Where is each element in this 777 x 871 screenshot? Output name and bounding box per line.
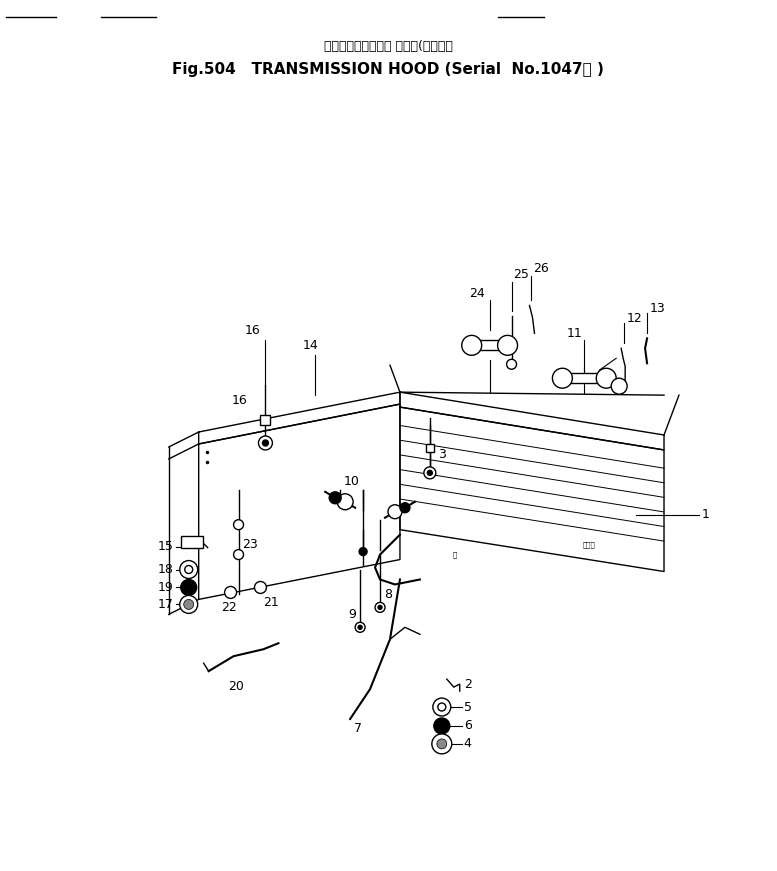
Text: Fig.504   TRANSMISSION HOOD (Serial  No.1047～ ): Fig.504 TRANSMISSION HOOD (Serial No.104…: [172, 62, 604, 77]
Circle shape: [433, 698, 451, 716]
Circle shape: [329, 492, 341, 503]
Text: コマツ: コマツ: [583, 541, 596, 548]
Circle shape: [179, 561, 197, 578]
Circle shape: [263, 440, 268, 446]
Circle shape: [355, 623, 365, 632]
Text: 16: 16: [245, 324, 260, 337]
Text: 17: 17: [158, 598, 174, 611]
Bar: [181, 536, 203, 548]
Circle shape: [259, 436, 273, 450]
Circle shape: [424, 467, 436, 479]
Circle shape: [234, 550, 243, 559]
Text: 26: 26: [534, 262, 549, 275]
Bar: [563, 373, 606, 383]
Text: 18: 18: [158, 563, 174, 576]
Text: トランスミッション フード(適用号機: トランスミッション フード(適用号機: [323, 40, 452, 53]
Text: 11: 11: [566, 327, 582, 340]
Circle shape: [185, 565, 193, 573]
Text: 25: 25: [514, 268, 529, 281]
Bar: [426, 444, 434, 452]
Circle shape: [225, 586, 236, 598]
Circle shape: [432, 734, 451, 754]
Text: 15: 15: [158, 540, 174, 553]
Text: 1: 1: [702, 508, 709, 521]
Text: 9: 9: [348, 608, 356, 621]
Text: 2: 2: [464, 678, 472, 691]
Circle shape: [497, 335, 517, 355]
Circle shape: [234, 520, 243, 530]
Text: 8: 8: [384, 588, 392, 601]
Circle shape: [427, 470, 432, 476]
Circle shape: [388, 505, 402, 519]
Circle shape: [378, 605, 382, 610]
Text: 13: 13: [650, 302, 666, 315]
Circle shape: [359, 548, 367, 556]
Circle shape: [437, 739, 447, 749]
Bar: [472, 341, 507, 350]
Text: 7: 7: [354, 722, 362, 735]
Circle shape: [179, 596, 197, 613]
Text: 14: 14: [302, 339, 318, 352]
Text: 3: 3: [437, 449, 446, 462]
Text: 5: 5: [464, 700, 472, 713]
Text: 22: 22: [221, 601, 236, 614]
Text: 19: 19: [158, 581, 174, 594]
Circle shape: [437, 703, 446, 711]
Circle shape: [181, 579, 197, 596]
Text: 23: 23: [242, 538, 258, 551]
Text: 4: 4: [464, 738, 472, 751]
Text: 6: 6: [464, 719, 472, 733]
Circle shape: [400, 503, 410, 513]
Circle shape: [611, 378, 627, 395]
Circle shape: [434, 718, 450, 734]
Circle shape: [358, 625, 362, 630]
Text: コ: コ: [453, 551, 457, 558]
Text: 12: 12: [627, 312, 643, 325]
Circle shape: [507, 359, 517, 369]
Text: 21: 21: [263, 596, 279, 609]
Circle shape: [462, 335, 482, 355]
Circle shape: [375, 603, 385, 612]
Circle shape: [337, 494, 353, 510]
Text: 16: 16: [232, 394, 248, 407]
Text: 20: 20: [228, 679, 245, 692]
Circle shape: [596, 368, 616, 388]
Text: 24: 24: [469, 287, 485, 300]
Circle shape: [255, 582, 267, 593]
Circle shape: [552, 368, 573, 388]
Text: 10: 10: [343, 476, 359, 489]
Bar: [260, 415, 270, 425]
Circle shape: [183, 599, 193, 610]
